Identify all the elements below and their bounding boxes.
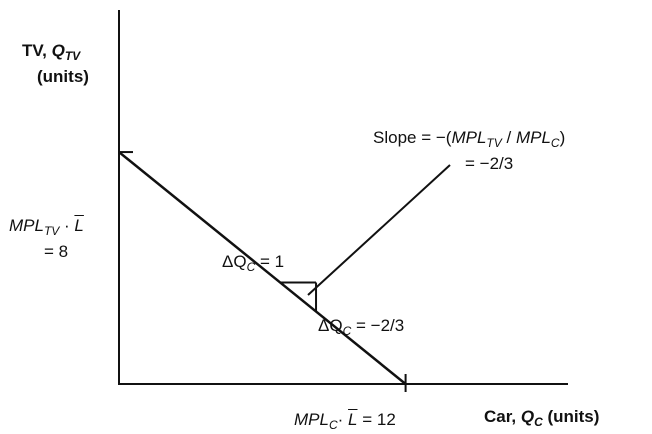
slope-annotation-line2: = −2/3 (465, 154, 513, 174)
y-axis-sub: TV (64, 49, 81, 63)
slope-end: ) (559, 128, 566, 147)
x-axis-sub: C (534, 415, 543, 429)
slope-s2: C (550, 136, 560, 150)
slope-value: = −2/3 (465, 154, 514, 173)
x-intercept-var: MPL (294, 410, 329, 429)
run-label: ΔQC = 1 (222, 252, 285, 274)
y-axis-label: TV, QTV (22, 41, 81, 63)
y-intercept-label: MPLTV · L (9, 216, 84, 238)
y-intercept-lbar: L (74, 216, 84, 235)
x-intercept-label: MPLC· L = 12 (294, 410, 396, 432)
slope-s1: TV (486, 136, 502, 150)
run-label-rest: = 1 (255, 252, 285, 271)
x-intercept-dot: · (337, 410, 349, 429)
run-label-sym: ΔQ (222, 252, 247, 271)
rise-label-sym: ΔQ (318, 316, 343, 335)
y-intercept-dot: · (59, 216, 75, 235)
rise-label-sub: C (342, 324, 352, 338)
y-intercept-var: MPL (9, 216, 44, 235)
slope-mid: / (501, 128, 516, 147)
y-axis-unit: (units) (37, 67, 89, 87)
slope-annotation-line1: Slope = −(MPLTV / MPLC) (373, 128, 566, 150)
slope-text: Slope = −( (373, 128, 452, 147)
y-axis-var: Q (51, 41, 65, 60)
x-axis-label: Car, QC (units) (484, 407, 600, 429)
x-axis-var: Q (520, 407, 535, 426)
run-label-sub: C (246, 260, 256, 274)
rise-label: ΔQC = −2/3 (318, 316, 405, 338)
slope-v1: MPL (451, 128, 487, 147)
rise-label-rest: = −2/3 (351, 316, 405, 335)
x-intercept-lbar: L (348, 410, 358, 429)
y-axis-unit-text: (units) (37, 67, 89, 86)
slope-v2: MPL (515, 128, 551, 147)
y-intercept-value-text: = 8 (44, 242, 69, 261)
y-intercept-value: = 8 (44, 242, 68, 262)
x-axis-label-text: Car, (484, 407, 521, 426)
y-axis-label-text: TV, (22, 41, 52, 60)
x-intercept-value: = 12 (357, 410, 396, 429)
y-intercept-sub: TV (43, 224, 60, 238)
x-intercept-sub: C (328, 418, 338, 432)
slope-leader-line (307, 164, 451, 296)
x-axis-unit: (units) (542, 407, 600, 426)
series-line-segment (118, 151, 407, 385)
